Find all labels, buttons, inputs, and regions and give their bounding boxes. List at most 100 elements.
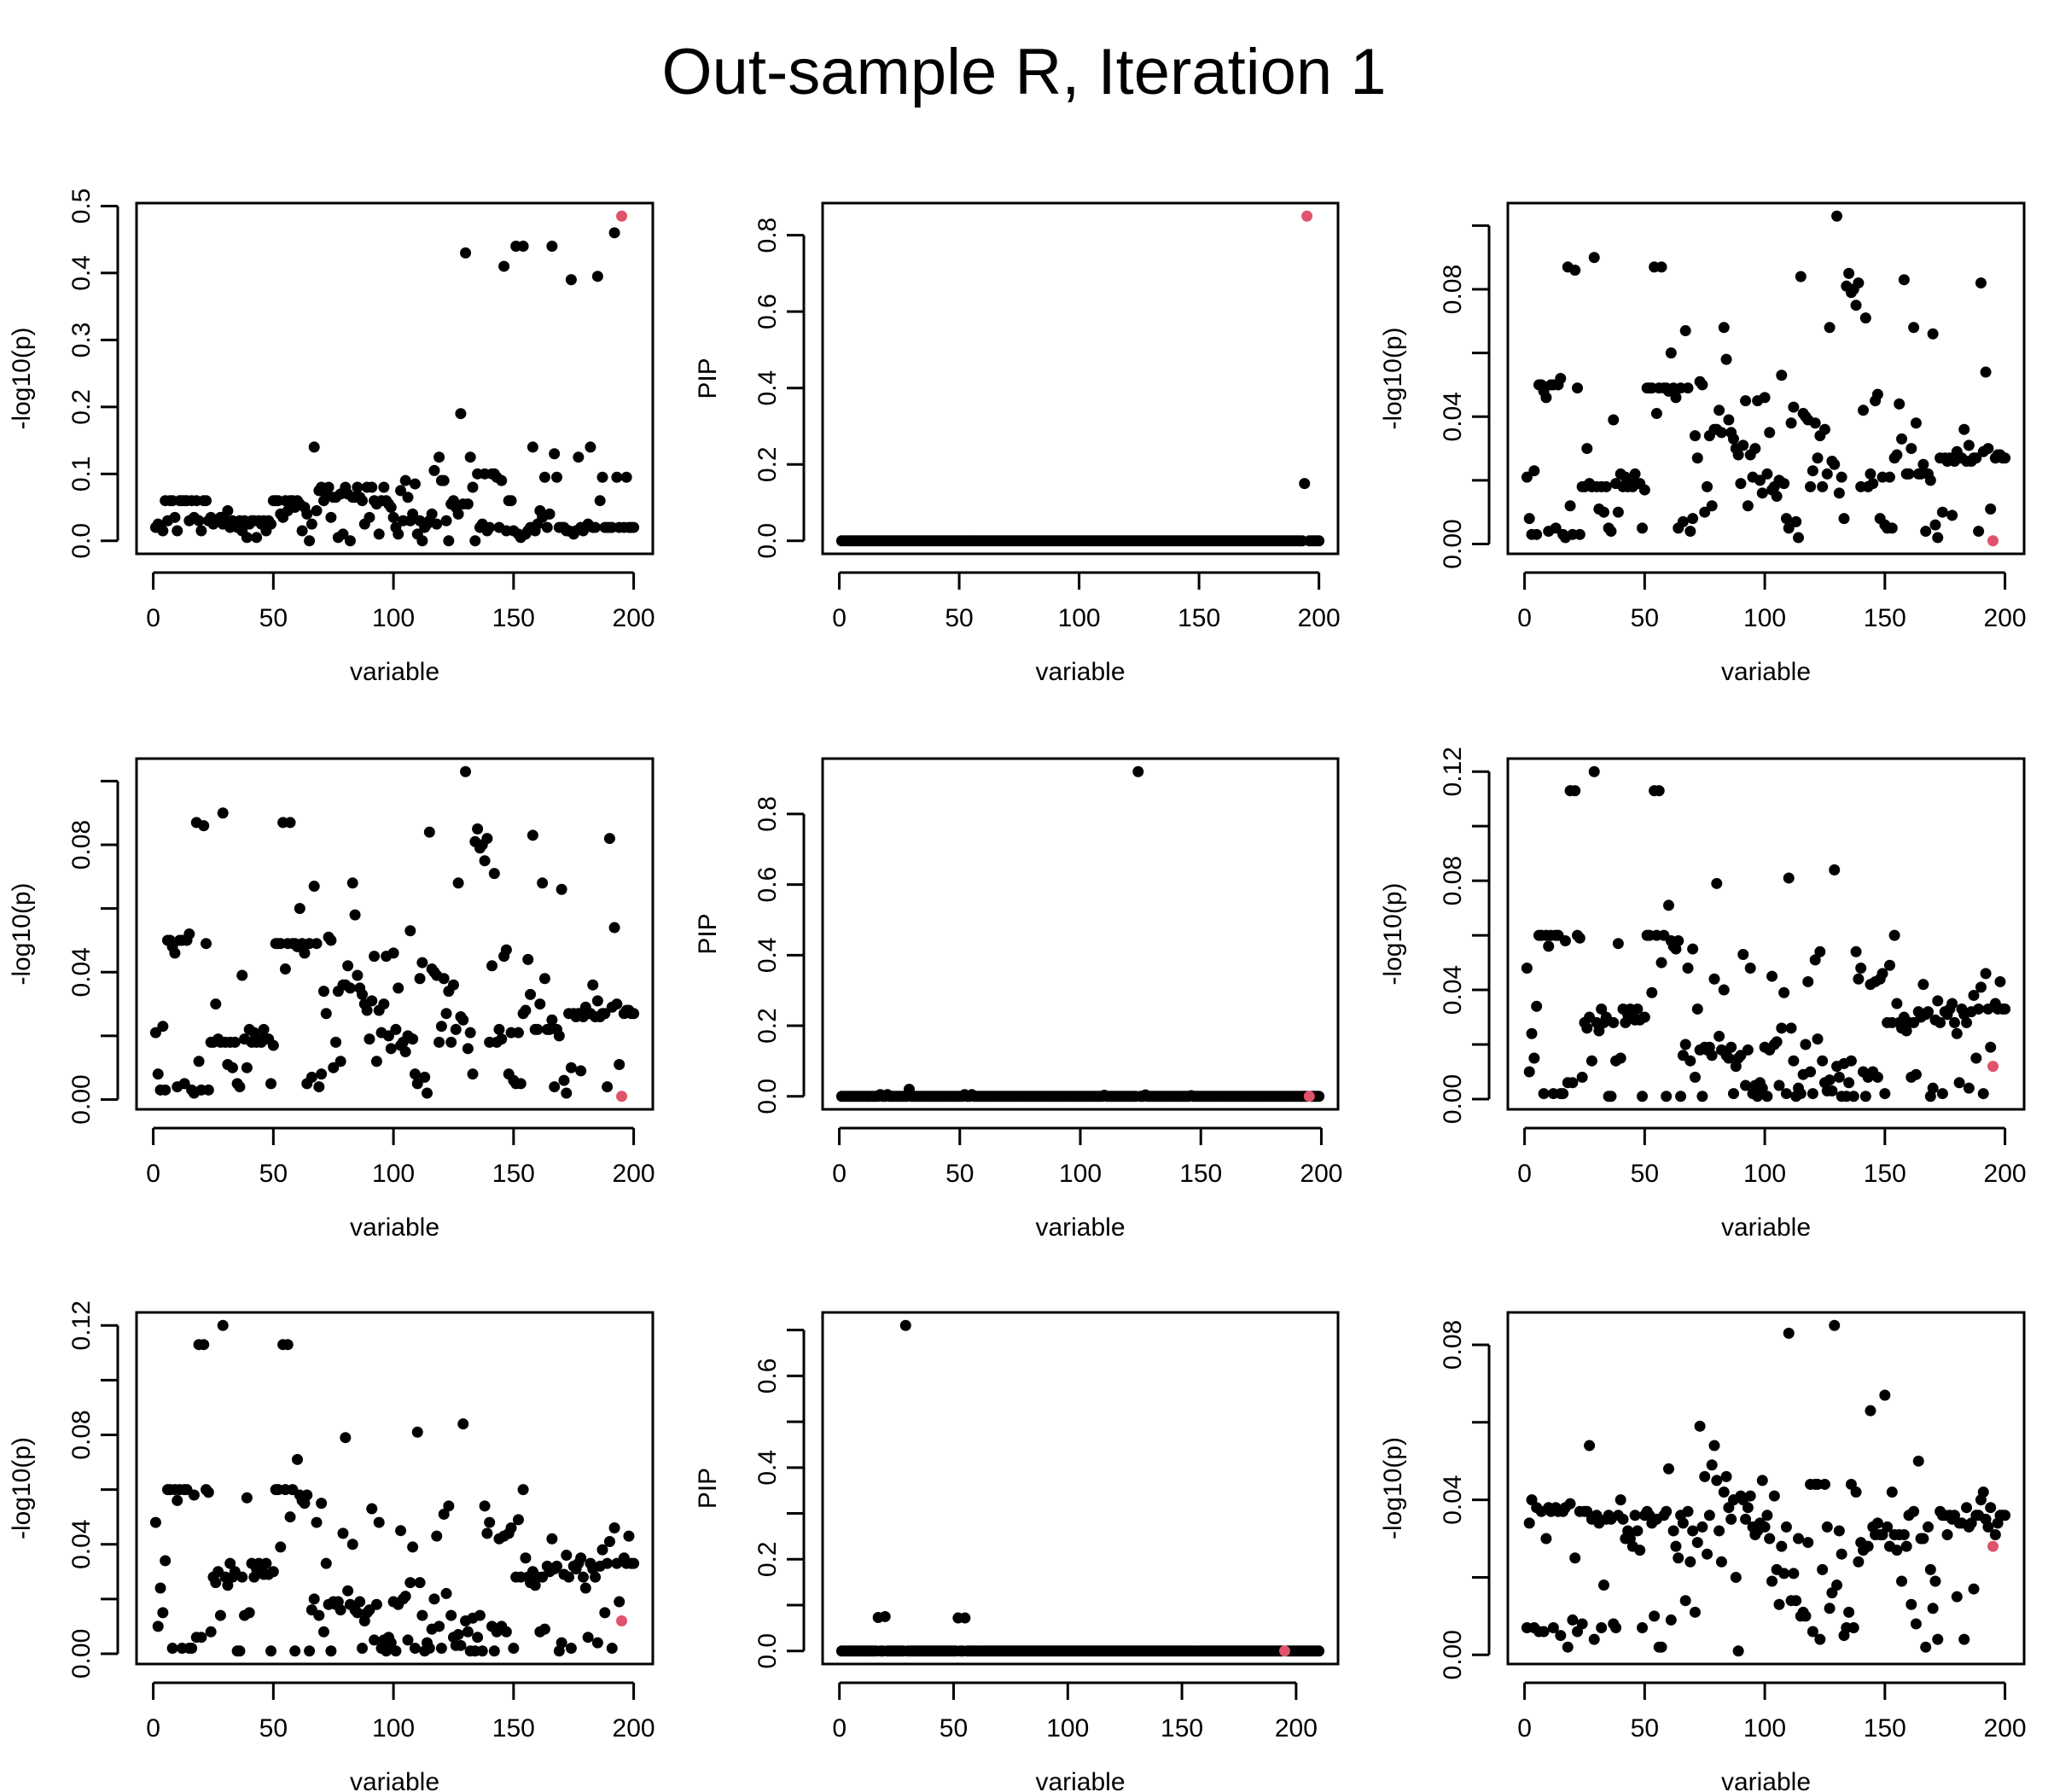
highlighted-data-point (1987, 1061, 1999, 1073)
panel-9: 0 50 100 150 200 0.00 0.04 0.08 variable -log10(p… (1379, 1311, 2027, 1792)
data-point (356, 988, 368, 1000)
x-tick-label: 50 (1631, 1714, 1659, 1743)
data-point (1696, 1091, 1708, 1103)
panel-3: 0 50 100 150 200 0.00 0.04 0.08 variable -log10(p… (1379, 201, 2027, 686)
data-point (1932, 532, 1944, 544)
data-point (1682, 1505, 1694, 1517)
data-point (1761, 1091, 1773, 1103)
plot-frame (1506, 1311, 2026, 1666)
data-point (317, 1626, 329, 1638)
data-point (382, 1030, 394, 1042)
data-point (160, 1084, 172, 1096)
data-point (1809, 954, 1821, 966)
data-point (172, 1494, 183, 1506)
data-point (366, 481, 378, 493)
y-axis-label: PIP (694, 1468, 722, 1509)
x-axis-label: variable (350, 1768, 439, 1792)
data-point (1677, 515, 1689, 527)
data-point (1632, 1003, 1644, 1015)
data-point (378, 998, 390, 1010)
data-point (364, 1033, 375, 1045)
data-point (1850, 1487, 1862, 1498)
data-point (433, 1036, 445, 1048)
data-point (1977, 1487, 1989, 1498)
data-point (308, 441, 320, 453)
plot-frame (821, 1311, 1340, 1666)
y-axis-label: -log10(p) (8, 1437, 36, 1539)
data-point (1843, 1077, 1855, 1089)
data-point (505, 1521, 517, 1533)
data-point (198, 1339, 210, 1351)
data-point (1859, 1091, 1871, 1103)
data-point (1766, 970, 1778, 982)
data-point (409, 1643, 421, 1655)
data-point (590, 521, 602, 533)
data-point (467, 481, 479, 493)
data-point (1920, 526, 1932, 538)
data-point (1829, 864, 1841, 876)
data-point (1754, 474, 1766, 486)
data-point (387, 947, 399, 959)
y-tick-label: 0.6 (753, 867, 782, 903)
data-point (337, 1527, 349, 1539)
data-point (1740, 395, 1752, 407)
data-point (198, 820, 210, 832)
data-point (1905, 1598, 1917, 1610)
y-axis-label: -log10(p) (1379, 1437, 1407, 1539)
data-point (154, 1582, 166, 1594)
panel-7: 0 50 100 150 200 0.00 0.04 0.08 0.12 variable -log… (8, 1300, 655, 1792)
data-point (1778, 1568, 1790, 1580)
data-point (402, 1634, 414, 1646)
data-point (603, 1536, 615, 1548)
data-point (1795, 271, 1807, 282)
data-point (226, 1062, 238, 1073)
data-point (438, 1508, 450, 1520)
y-tick-label: 0.04 (1439, 392, 1467, 441)
data-point (496, 1033, 508, 1045)
y-tick-label: 0.2 (753, 446, 782, 482)
data-point (443, 1500, 455, 1512)
y-tick-label: 0.08 (67, 820, 96, 870)
data-point (620, 471, 632, 483)
data-point (1824, 1074, 1836, 1086)
data-point (556, 1637, 567, 1649)
data-point (1800, 1610, 1812, 1622)
data-point (594, 495, 606, 507)
data-point (1725, 1513, 1737, 1525)
data-point (1615, 1052, 1626, 1064)
data-point (1696, 379, 1708, 391)
data-point (1879, 1389, 1891, 1401)
data-point (1785, 417, 1797, 429)
data-point (440, 515, 452, 527)
data-point (464, 1027, 476, 1039)
data-point (1829, 458, 1841, 470)
data-point (1670, 1540, 1682, 1552)
data-point (1859, 312, 1871, 324)
data-point (1829, 1319, 1841, 1331)
data-point (556, 883, 567, 895)
data-point (1653, 785, 1665, 797)
panel-1: 0 50 100 150 200 0.0 0.1 0.2 0.3 0.4 0.5 variable -l… (8, 189, 655, 686)
plot-frame (821, 757, 1340, 1111)
data-point (393, 528, 404, 540)
data-point (1650, 408, 1662, 420)
data-point (166, 1643, 178, 1655)
data-point (328, 1062, 340, 1073)
data-point (1691, 452, 1703, 464)
data-point (1313, 535, 1325, 547)
data-point (1682, 382, 1694, 394)
data-point (416, 1609, 428, 1621)
data-point (335, 1056, 346, 1068)
x-tick-label: 50 (1631, 604, 1659, 632)
data-point (414, 1577, 426, 1589)
data-point (596, 1544, 608, 1556)
data-point (387, 511, 399, 523)
data-point (1833, 1525, 1845, 1537)
data-point (301, 508, 313, 520)
y-tick-label: 0.0 (753, 1079, 782, 1114)
data-point (201, 938, 212, 950)
x-tick-label: 0 (146, 604, 160, 632)
data-point (591, 995, 603, 1007)
data-point (527, 441, 538, 453)
data-point (160, 1555, 172, 1567)
